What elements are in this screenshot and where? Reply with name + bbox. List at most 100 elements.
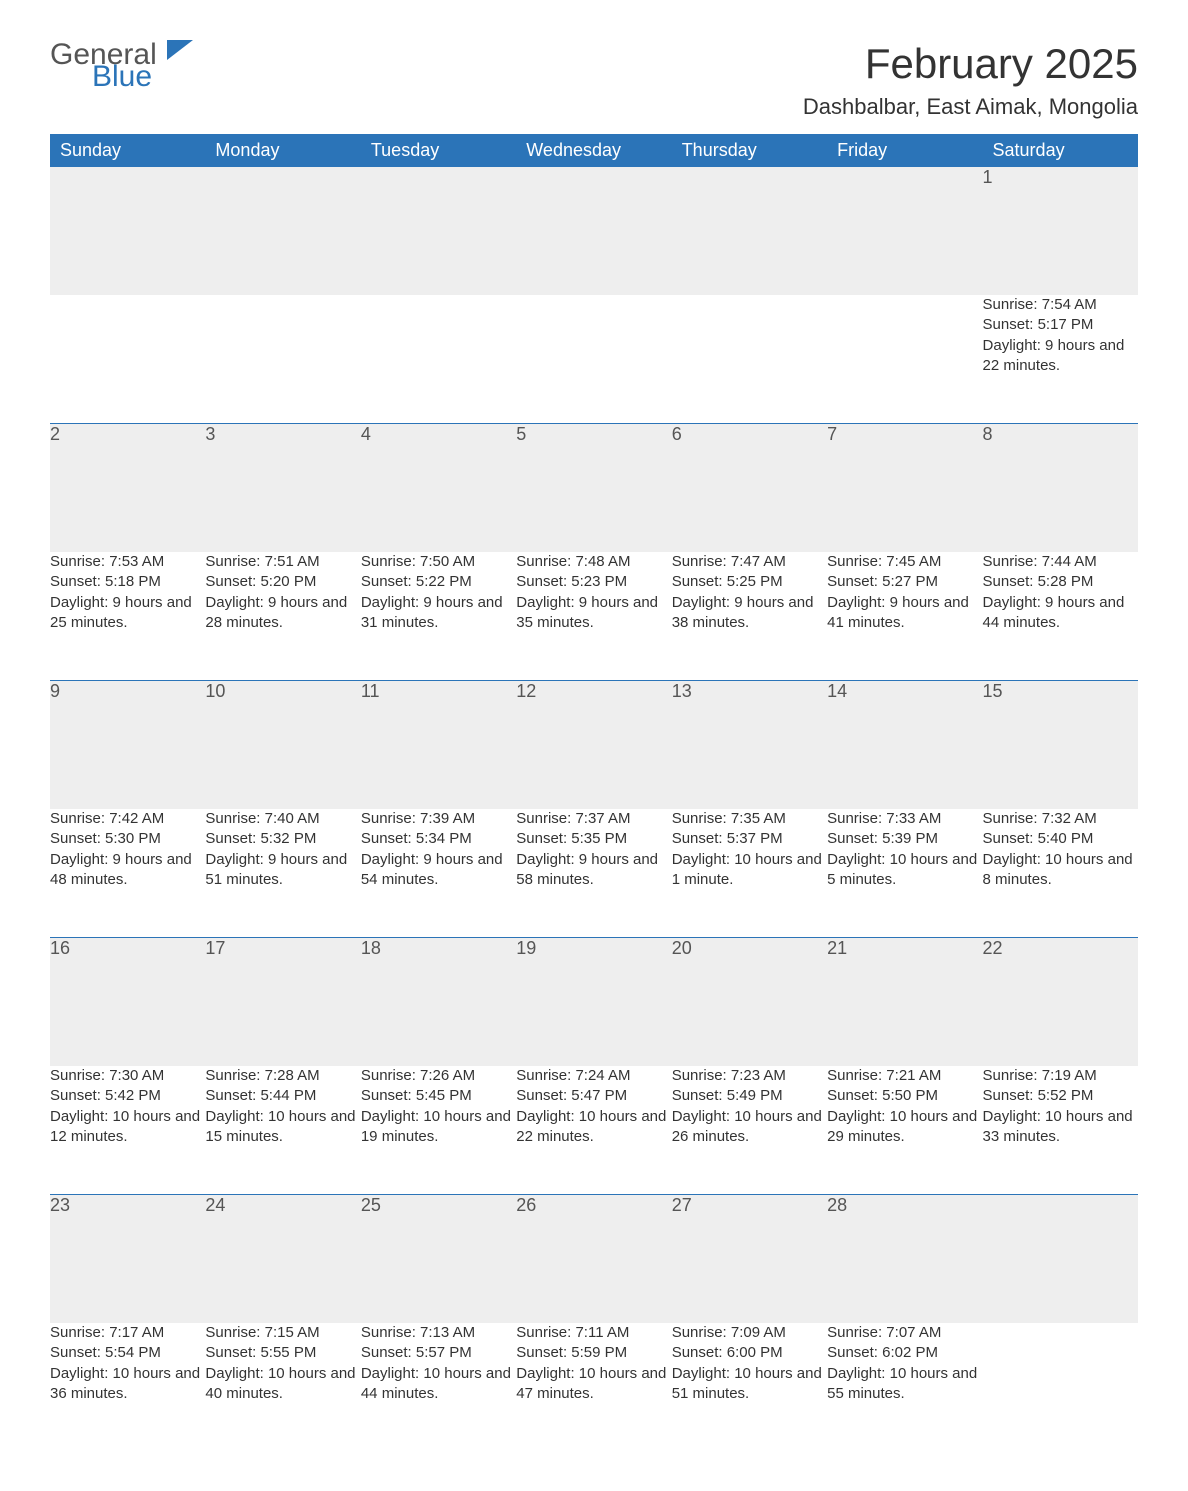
- sunrise-line: Sunrise: 7:40 AM: [205, 809, 360, 829]
- sunset-line: Sunset: 5:30 PM: [50, 829, 205, 849]
- daylight-line: Daylight: 10 hours and 44 minutes.: [361, 1364, 516, 1405]
- sunset-line: Sunset: 5:52 PM: [983, 1086, 1138, 1106]
- sunrise-line: Sunrise: 7:11 AM: [516, 1323, 671, 1343]
- daylight-line: Daylight: 9 hours and 38 minutes.: [672, 593, 827, 634]
- page-title: February 2025: [803, 40, 1138, 88]
- daylight-line: Daylight: 10 hours and 22 minutes.: [516, 1107, 671, 1148]
- day-content-cell: [361, 295, 516, 424]
- daylight-line: Daylight: 10 hours and 33 minutes.: [983, 1107, 1138, 1148]
- daylight-line: Daylight: 10 hours and 47 minutes.: [516, 1364, 671, 1405]
- day-number-cell: 22: [983, 938, 1138, 1067]
- daylight-line: Daylight: 9 hours and 51 minutes.: [205, 850, 360, 891]
- sunset-line: Sunset: 5:35 PM: [516, 829, 671, 849]
- sunrise-line: Sunrise: 7:50 AM: [361, 552, 516, 572]
- day-number-cell: 8: [983, 424, 1138, 553]
- sunset-line: Sunset: 5:42 PM: [50, 1086, 205, 1106]
- day-content-cell: Sunrise: 7:50 AMSunset: 5:22 PMDaylight:…: [361, 552, 516, 681]
- calendar-content-row: Sunrise: 7:53 AMSunset: 5:18 PMDaylight:…: [50, 552, 1138, 681]
- daylight-line: Daylight: 9 hours and 22 minutes.: [983, 336, 1138, 377]
- sunrise-line: Sunrise: 7:33 AM: [827, 809, 982, 829]
- sunrise-line: Sunrise: 7:23 AM: [672, 1066, 827, 1086]
- day-number-cell: 10: [205, 681, 360, 810]
- day-number-cell: 4: [361, 424, 516, 553]
- daylight-line: Daylight: 10 hours and 19 minutes.: [361, 1107, 516, 1148]
- dayname-wednesday: Wednesday: [516, 134, 671, 167]
- day-content-cell: Sunrise: 7:26 AMSunset: 5:45 PMDaylight:…: [361, 1066, 516, 1195]
- sunset-line: Sunset: 5:39 PM: [827, 829, 982, 849]
- sunrise-line: Sunrise: 7:28 AM: [205, 1066, 360, 1086]
- sunrise-line: Sunrise: 7:21 AM: [827, 1066, 982, 1086]
- day-content-cell: Sunrise: 7:30 AMSunset: 5:42 PMDaylight:…: [50, 1066, 205, 1195]
- calendar-header-row: Sunday Monday Tuesday Wednesday Thursday…: [50, 134, 1138, 167]
- sunset-line: Sunset: 5:25 PM: [672, 572, 827, 592]
- sunset-line: Sunset: 5:44 PM: [205, 1086, 360, 1106]
- day-content-cell: [516, 295, 671, 424]
- sunrise-line: Sunrise: 7:37 AM: [516, 809, 671, 829]
- sunset-line: Sunset: 6:02 PM: [827, 1343, 982, 1363]
- day-number-cell: 11: [361, 681, 516, 810]
- day-number-cell: 28: [827, 1195, 982, 1324]
- daylight-line: Daylight: 9 hours and 25 minutes.: [50, 593, 205, 634]
- calendar-daynum-row: 232425262728: [50, 1195, 1138, 1324]
- sunset-line: Sunset: 6:00 PM: [672, 1343, 827, 1363]
- day-content-cell: Sunrise: 7:37 AMSunset: 5:35 PMDaylight:…: [516, 809, 671, 938]
- day-content-cell: Sunrise: 7:32 AMSunset: 5:40 PMDaylight:…: [983, 809, 1138, 938]
- day-number-cell: 5: [516, 424, 671, 553]
- sunset-line: Sunset: 5:49 PM: [672, 1086, 827, 1106]
- day-number-cell: 15: [983, 681, 1138, 810]
- sunrise-line: Sunrise: 7:51 AM: [205, 552, 360, 572]
- daylight-line: Daylight: 10 hours and 55 minutes.: [827, 1364, 982, 1405]
- day-number-cell: 27: [672, 1195, 827, 1324]
- day-content-cell: [672, 295, 827, 424]
- day-content-cell: Sunrise: 7:28 AMSunset: 5:44 PMDaylight:…: [205, 1066, 360, 1195]
- day-content-cell: [205, 295, 360, 424]
- day-number-cell: [50, 167, 205, 295]
- sunset-line: Sunset: 5:32 PM: [205, 829, 360, 849]
- calendar-content-row: Sunrise: 7:17 AMSunset: 5:54 PMDaylight:…: [50, 1323, 1138, 1451]
- day-number-cell: [205, 167, 360, 295]
- dayname-monday: Monday: [205, 134, 360, 167]
- day-number-cell: [361, 167, 516, 295]
- day-content-cell: Sunrise: 7:39 AMSunset: 5:34 PMDaylight:…: [361, 809, 516, 938]
- sunset-line: Sunset: 5:18 PM: [50, 572, 205, 592]
- day-number-cell: [827, 167, 982, 295]
- day-content-cell: Sunrise: 7:42 AMSunset: 5:30 PMDaylight:…: [50, 809, 205, 938]
- day-number-cell: [983, 1195, 1138, 1324]
- day-number-cell: 9: [50, 681, 205, 810]
- day-number-cell: 26: [516, 1195, 671, 1324]
- day-number-cell: 2: [50, 424, 205, 553]
- day-content-cell: Sunrise: 7:13 AMSunset: 5:57 PMDaylight:…: [361, 1323, 516, 1451]
- header: General Blue February 2025 Dashbalbar, E…: [50, 40, 1138, 120]
- sunrise-line: Sunrise: 7:32 AM: [983, 809, 1138, 829]
- day-number-cell: 1: [983, 167, 1138, 295]
- logo-flag-icon: [167, 40, 193, 60]
- sunset-line: Sunset: 5:40 PM: [983, 829, 1138, 849]
- daylight-line: Daylight: 10 hours and 26 minutes.: [672, 1107, 827, 1148]
- daylight-line: Daylight: 10 hours and 8 minutes.: [983, 850, 1138, 891]
- daylight-line: Daylight: 9 hours and 35 minutes.: [516, 593, 671, 634]
- day-number-cell: 7: [827, 424, 982, 553]
- location-subtitle: Dashbalbar, East Aimak, Mongolia: [803, 94, 1138, 120]
- day-content-cell: Sunrise: 7:24 AMSunset: 5:47 PMDaylight:…: [516, 1066, 671, 1195]
- day-content-cell: Sunrise: 7:44 AMSunset: 5:28 PMDaylight:…: [983, 552, 1138, 681]
- daylight-line: Daylight: 9 hours and 41 minutes.: [827, 593, 982, 634]
- sunrise-line: Sunrise: 7:15 AM: [205, 1323, 360, 1343]
- day-number-cell: 25: [361, 1195, 516, 1324]
- sunrise-line: Sunrise: 7:26 AM: [361, 1066, 516, 1086]
- daylight-line: Daylight: 10 hours and 12 minutes.: [50, 1107, 205, 1148]
- sunset-line: Sunset: 5:47 PM: [516, 1086, 671, 1106]
- sunset-line: Sunset: 5:23 PM: [516, 572, 671, 592]
- daylight-line: Daylight: 10 hours and 51 minutes.: [672, 1364, 827, 1405]
- day-number-cell: 6: [672, 424, 827, 553]
- daylight-line: Daylight: 9 hours and 48 minutes.: [50, 850, 205, 891]
- logo-text-blue: Blue: [92, 62, 193, 92]
- sunset-line: Sunset: 5:59 PM: [516, 1343, 671, 1363]
- sunrise-line: Sunrise: 7:24 AM: [516, 1066, 671, 1086]
- sunrise-line: Sunrise: 7:17 AM: [50, 1323, 205, 1343]
- day-number-cell: 13: [672, 681, 827, 810]
- day-content-cell: Sunrise: 7:33 AMSunset: 5:39 PMDaylight:…: [827, 809, 982, 938]
- title-block: February 2025 Dashbalbar, East Aimak, Mo…: [803, 40, 1138, 120]
- day-number-cell: 19: [516, 938, 671, 1067]
- day-content-cell: [983, 1323, 1138, 1451]
- sunrise-line: Sunrise: 7:44 AM: [983, 552, 1138, 572]
